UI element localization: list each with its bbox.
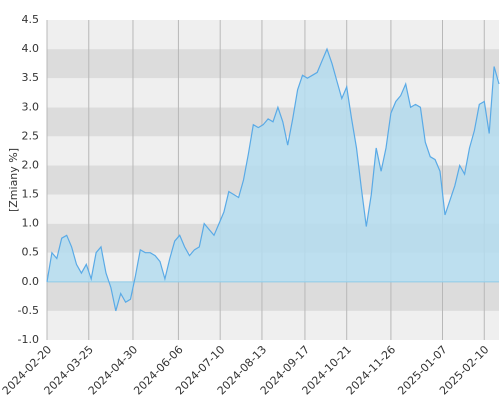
- y-tick-label: 3.0: [22, 100, 40, 113]
- y-tick-label: 0.0: [22, 275, 40, 288]
- y-tick-label: -1.0: [18, 333, 39, 346]
- y-tick-label: 2.5: [22, 129, 40, 142]
- grid-band: [47, 49, 499, 79]
- y-tick-label: 4.5: [22, 13, 40, 26]
- y-tick-label: 1.5: [22, 188, 40, 201]
- y-tick-label: -0.5: [18, 304, 39, 317]
- grid-band: [47, 310, 499, 340]
- area: [47, 49, 499, 311]
- y-tick-label: 0.5: [22, 246, 40, 259]
- grid-band: [47, 78, 499, 108]
- y-tick-label: 2.0: [22, 158, 40, 171]
- line: [46, 47, 500, 312]
- y-tick-label: 3.5: [22, 71, 40, 84]
- grid-band: [47, 20, 499, 50]
- y-tick-label: 4.0: [22, 42, 40, 55]
- y-tick-label: 1.0: [22, 217, 40, 230]
- y-axis-label: [Zmiany %]: [7, 148, 20, 212]
